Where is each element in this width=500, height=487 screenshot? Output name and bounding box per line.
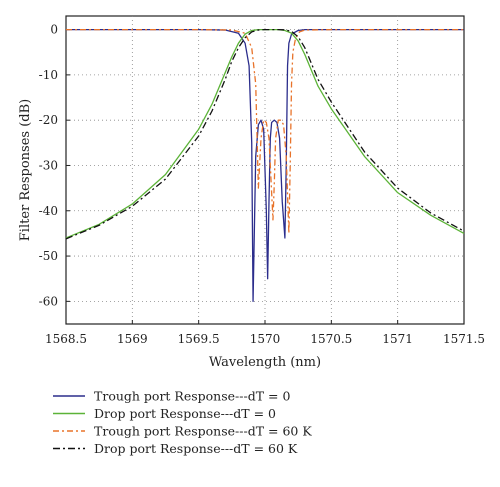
- series-line-3: [66, 28, 464, 235]
- x-tick-label: 1569: [117, 332, 148, 346]
- legend: Trough port Response---dT = 0 Drop port R…: [53, 389, 312, 456]
- x-axis-label: Wavelength (nm): [209, 355, 321, 370]
- y-tick-label: -50: [39, 249, 58, 263]
- legend-label-3: Trough port Response---dT = 60 K: [94, 424, 312, 439]
- legend-label-2: Drop port Response---dT = 0: [94, 406, 276, 421]
- y-tick-label: -60: [39, 294, 58, 308]
- series-lines: [65, 28, 465, 303]
- y-tick-label: -40: [39, 204, 58, 218]
- y-tick-label: -10: [39, 68, 58, 82]
- x-tick-label: 1569.5: [178, 332, 220, 346]
- series-line-4: [65, 28, 465, 240]
- y-tick-label: 0: [50, 23, 58, 37]
- y-axis-label: Filter Responses (dB): [18, 99, 33, 241]
- x-tick-label: 1570.5: [310, 332, 352, 346]
- grid-lines: [65, 16, 465, 324]
- y-tick-label: -30: [39, 158, 58, 172]
- x-tick-label: 1571.5: [443, 332, 485, 346]
- legend-label-1: Trough port Response---dT = 0: [94, 389, 290, 404]
- x-tick-label: 1570: [250, 332, 281, 346]
- x-tick-labels: 1568.5 1569 1569.5 1570 1570.5 1571 1571.5: [45, 332, 485, 346]
- y-tick-label: -20: [39, 113, 58, 127]
- series-line-1: [66, 28, 464, 303]
- x-tick-label: 1571: [382, 332, 413, 346]
- y-tick-labels: 0 -10 -20 -30 -40 -50 -60: [39, 23, 58, 309]
- legend-label-4: Drop port Response---dT = 60 K: [94, 441, 298, 456]
- x-tick-label: 1568.5: [45, 332, 87, 346]
